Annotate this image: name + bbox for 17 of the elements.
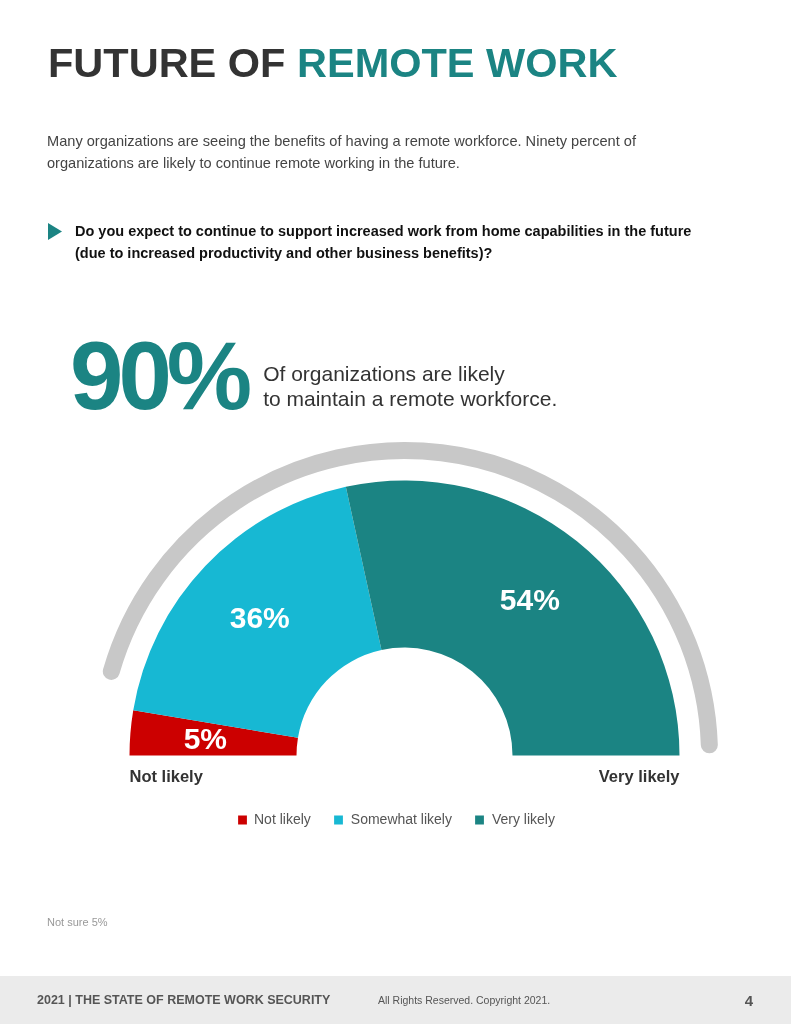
text: 2021 | THE STATE OF REMOTE WORK SECURITY — [37, 992, 331, 1009]
text: Very likely — [598, 766, 681, 785]
chart-title: FUTURE OF REMOTE WORK — [47, 38, 618, 86]
data-label: 54% — [499, 583, 560, 617]
text: All Rights Reserved. Copyright 2021. — [378, 993, 551, 1008]
text: Of organizations are likely to maintain a remote workforce. — [263, 361, 558, 411]
legend-label: Very likely — [491, 811, 555, 827]
data-label: 36% — [229, 601, 290, 635]
data-label: 5% — [183, 722, 228, 756]
chart-subtitle: Many organizations are seeing the benefits of having a remote workforce. Ninety percent of organizations are likely to continue remote working in the future. — [46, 132, 637, 173]
text: 4 — [744, 991, 753, 1011]
text: Not likely — [129, 766, 204, 785]
text: Do you expect to continue to support increased work from home capabilities in the future (due to increased productivity and other business benefits)? — [75, 222, 693, 263]
text: Not sure 5% — [46, 915, 108, 929]
legend-label: Somewhat likely — [350, 811, 452, 827]
text: 90% — [70, 322, 248, 429]
legend-label: Not likely — [254, 811, 311, 827]
